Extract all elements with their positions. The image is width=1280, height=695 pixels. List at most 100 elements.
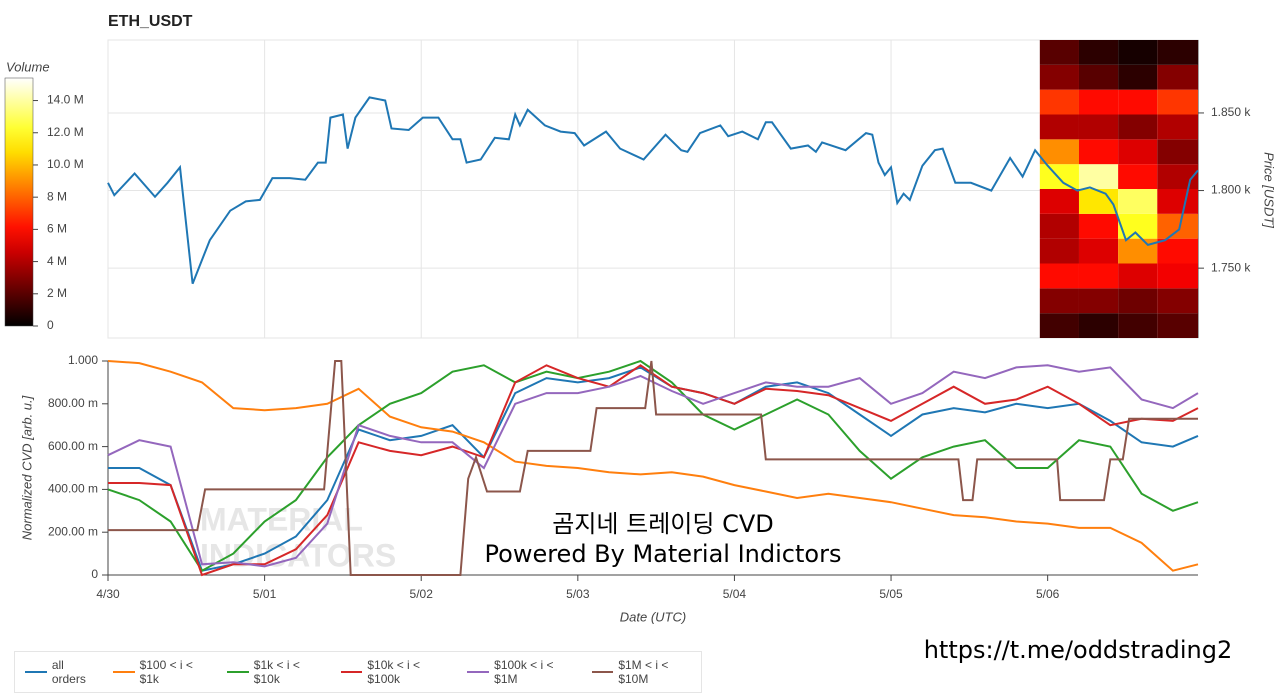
y-tick-label: 1.000 <box>68 353 98 367</box>
heatmap-cell <box>1078 40 1119 65</box>
legend-item: all orders <box>25 658 101 686</box>
y-tick-label: 400.00 m <box>48 482 98 496</box>
heatmap-cell <box>1118 64 1158 90</box>
heatmap-cell <box>1157 64 1198 90</box>
colorbar-label: Volume <box>6 59 50 74</box>
legend-label: $1k < i < $10k <box>253 658 300 686</box>
colorbar-tick-label: 6 M <box>47 222 67 236</box>
legend-item: $100k < i < $1M <box>467 658 579 686</box>
chart-title: ETH_USDT <box>108 13 193 30</box>
legend-item: $100 < i < $1k <box>112 658 215 686</box>
colorbar-tick-label: 10.0 M <box>47 157 84 171</box>
heatmap-cell <box>1118 89 1158 115</box>
x-axis-label: Date (UTC) <box>620 609 686 624</box>
colorbar-tick-label: 0 <box>47 318 54 332</box>
heatmap-cell <box>1157 114 1198 140</box>
heatmap-cell <box>1039 288 1079 314</box>
heatmap-cell <box>1157 213 1198 239</box>
legend-label: $100 < i < $1k <box>139 658 193 686</box>
heatmap-cell <box>1157 89 1198 115</box>
legend: all orders $100 < i < $1k $1k < i < $10k $1… <box>14 651 702 693</box>
heatmap-cell <box>1118 238 1158 264</box>
colorbar-tick-label: 4 M <box>47 254 67 268</box>
heatmap-cell <box>1039 114 1079 140</box>
legend-item: $10k < i < $100k <box>340 658 456 686</box>
heatmap-cell <box>1157 238 1198 264</box>
y-tick-label: 1.850 k <box>1211 105 1251 119</box>
watermark: MATERIAL <box>200 501 363 537</box>
x-tick-label: 5/05 <box>879 587 903 601</box>
heatmap-cell <box>1039 213 1079 239</box>
heatmap-cell <box>1118 139 1158 165</box>
heatmap-cell <box>1157 313 1198 338</box>
y-tick-label: 800.00 m <box>48 396 98 410</box>
data-line <box>108 364 1199 577</box>
x-tick-label: 5/06 <box>1036 587 1060 601</box>
heatmap-cell <box>1078 263 1119 289</box>
heatmap-cell <box>1078 313 1119 338</box>
heatmap-cell <box>1039 263 1079 289</box>
legend-label: all orders <box>51 658 86 686</box>
heatmap-cell <box>1078 164 1119 189</box>
data-line <box>108 360 1198 576</box>
heatmap-cell <box>1157 189 1198 214</box>
legend-item: $1M < i < $10M <box>591 658 702 686</box>
heatmap-cell <box>1078 114 1119 140</box>
heatmap-cell <box>1118 40 1158 65</box>
legend-swatch <box>467 671 490 673</box>
x-tick-label: 5/02 <box>410 587 434 601</box>
legend-swatch <box>340 671 363 673</box>
plot-frame <box>107 39 1199 339</box>
y-tick-label: 1.750 k <box>1211 260 1251 274</box>
data-line <box>107 360 1199 572</box>
colorbar-tick-label: 12.0 M <box>47 125 84 139</box>
annotation: Powered By Material Indictors <box>485 540 842 568</box>
heatmap-cell <box>1078 89 1119 115</box>
heatmap-cell <box>1039 89 1079 115</box>
y-tick-label: 600.00 m <box>48 439 98 453</box>
legend-item: $1k < i < $10k <box>226 658 329 686</box>
annotation: 곰지네 트레이딩 CVD <box>552 510 773 538</box>
link-text: https://t.me/oddstrading2 <box>924 636 1233 664</box>
heatmap-cell <box>1118 288 1158 314</box>
y-tick-label: 1.800 k <box>1211 183 1251 197</box>
x-tick-label: 5/01 <box>253 587 277 601</box>
legend-swatch <box>591 671 614 673</box>
heatmap-cell <box>1039 139 1079 165</box>
heatmap-cell <box>1078 139 1119 165</box>
y-axis-label: Normalized CVD [arb. u.] <box>19 395 34 540</box>
heatmap-cell <box>1039 40 1079 65</box>
heatmap-cell <box>1118 263 1158 289</box>
heatmap-cell <box>1039 164 1079 189</box>
y-tick-label: 200.00 m <box>48 524 98 538</box>
heatmap-cell <box>1039 313 1079 338</box>
data-line <box>107 364 1199 568</box>
heatmap-cell <box>1118 313 1158 338</box>
x-tick-label: 5/04 <box>723 587 747 601</box>
heatmap-cell <box>1078 64 1119 90</box>
data-line <box>107 359 1199 573</box>
legend-swatch <box>25 671 47 673</box>
heatmap-cell <box>1078 238 1119 264</box>
colorbar-tick-label: 8 M <box>47 189 67 203</box>
heatmap-cell <box>1157 288 1198 314</box>
heatmap-cell <box>1039 238 1079 264</box>
colorbar-tick-label: 14.0 M <box>47 93 84 107</box>
heatmap-cell <box>1157 40 1198 65</box>
colorbar <box>4 77 34 327</box>
heatmap-cell <box>1157 164 1198 189</box>
heatmap-cell <box>1157 263 1198 289</box>
heatmap-cell <box>1078 288 1119 314</box>
y-tick-label: 0 <box>91 567 98 581</box>
legend-label: $100k < i < $1M <box>494 658 554 686</box>
heatmap-cell <box>1078 213 1119 239</box>
legend-label: $10k < i < $100k <box>367 658 421 686</box>
heatmap-cell <box>1118 164 1158 189</box>
x-tick-label: 4/30 <box>96 587 120 601</box>
heatmap-cell <box>1039 189 1079 214</box>
legend-swatch <box>226 671 249 673</box>
heatmap-cell <box>1039 64 1079 90</box>
colorbar-tick-label: 2 M <box>47 286 67 300</box>
